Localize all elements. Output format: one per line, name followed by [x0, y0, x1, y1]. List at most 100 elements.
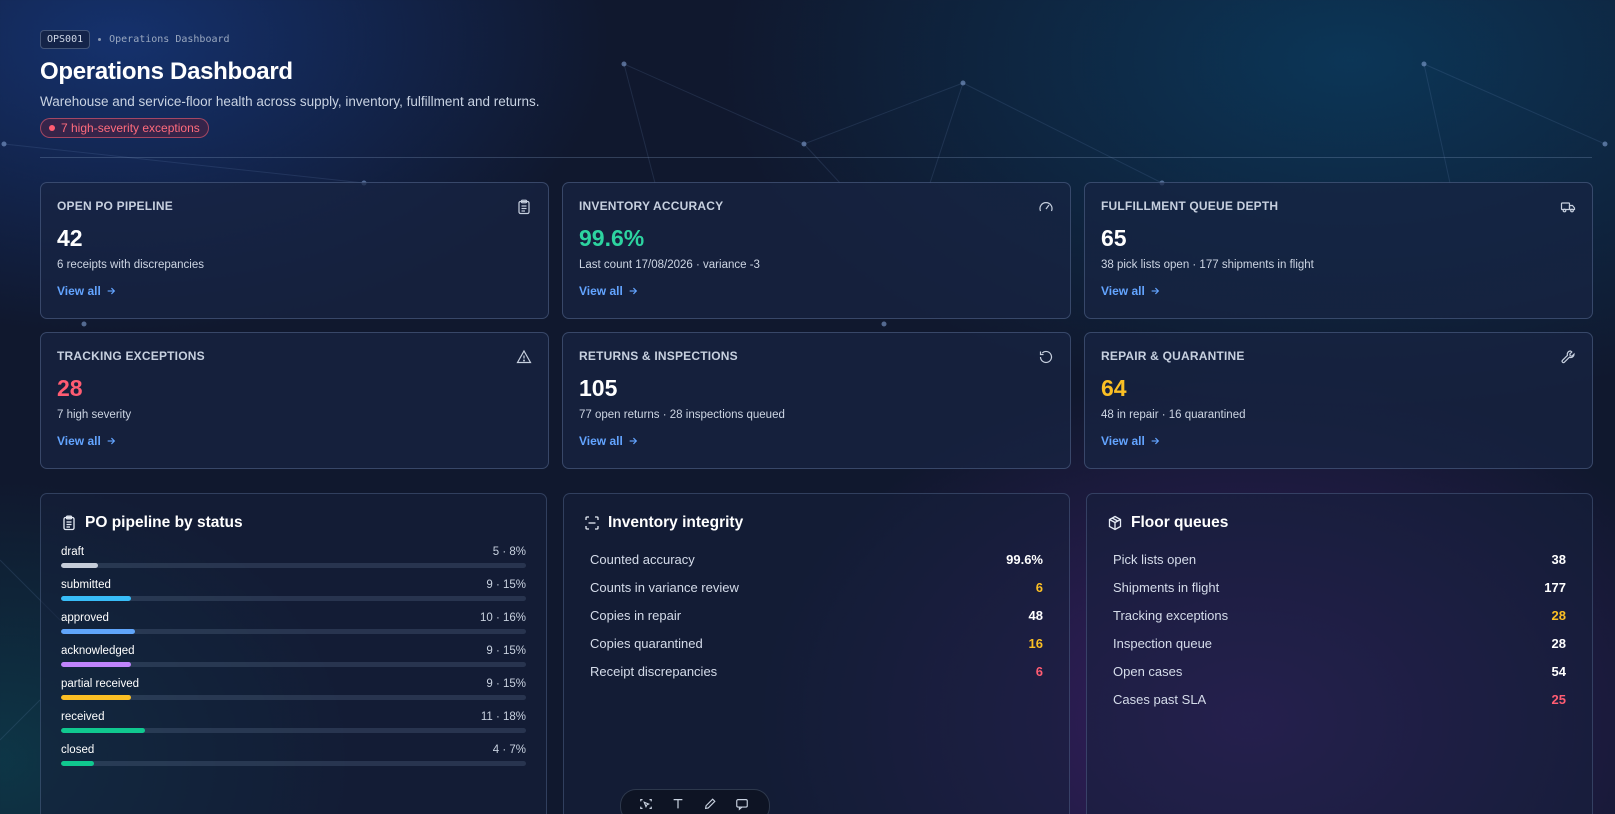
metric-label: Shipments in flight: [1113, 579, 1220, 595]
status-count: 10 · 16%: [479, 612, 526, 624]
metric-value: 28: [1551, 635, 1566, 651]
po-status-row: received 11 · 18%: [61, 711, 526, 733]
header-divider: [40, 157, 1592, 158]
arrow-right-icon: [629, 287, 637, 295]
metric-row: Counts in variance review 6: [590, 573, 1043, 601]
view-all-label: View all: [579, 284, 623, 298]
kpi-value: 99.6%: [579, 225, 645, 251]
view-all-link[interactable]: View all: [1101, 434, 1160, 448]
kpi-subtext: 77 open returns · 28 inspections queued: [579, 409, 785, 421]
status-bar-fill: [61, 629, 136, 634]
view-all-link[interactable]: View all: [1101, 284, 1160, 298]
status-bar-track: [61, 695, 526, 700]
clipboard-icon: [63, 515, 75, 531]
metric-row: Receipt discrepancies 6: [590, 657, 1043, 685]
kpi-subtext: 48 in repair · 16 quarantined: [1101, 409, 1246, 421]
status-bar-fill: [61, 596, 131, 601]
metric-value: 6: [1035, 579, 1043, 595]
arrow-right-icon: [107, 437, 115, 445]
crumb-separator: [98, 37, 102, 41]
view-all-label: View all: [57, 284, 101, 298]
metric-row: Copies quarantined 16: [590, 629, 1043, 657]
metric-value: 16: [1028, 635, 1043, 651]
exceptions-alert-badge[interactable]: 7 high-severity exceptions: [40, 118, 209, 138]
status-bar-fill: [61, 695, 131, 700]
kpi-value: 105: [579, 375, 618, 401]
view-all-label: View all: [579, 434, 623, 448]
alert-label: 7 high-severity exceptions: [61, 121, 200, 135]
status-bar-track: [61, 761, 526, 766]
alert-dot-icon: [49, 125, 55, 131]
kpi-label: REPAIR & QUARANTINE: [1101, 349, 1245, 363]
comment-icon[interactable]: [735, 797, 751, 813]
status-bar-track: [61, 629, 526, 634]
metric-row: Counted accuracy 99.6%: [590, 545, 1043, 573]
view-all-link[interactable]: View all: [579, 434, 638, 448]
truck-icon: [1560, 199, 1576, 215]
metric-label: Pick lists open: [1113, 551, 1197, 567]
status-bar-track: [61, 596, 526, 601]
metric-label: Cases past SLA: [1113, 691, 1207, 707]
scan-icon: [585, 516, 599, 530]
kpi-subtext: 38 pick lists open · 177 shipments in fl…: [1101, 259, 1314, 271]
kpi-label: TRACKING EXCEPTIONS: [57, 349, 205, 363]
arrow-right-icon: [1151, 287, 1159, 295]
status-count: 4 · 7%: [492, 744, 526, 756]
breadcrumb-label: Operations Dashboard: [109, 33, 230, 45]
kpi-subtext: Last count 17/08/2026 · variance -3: [579, 259, 760, 271]
select-icon[interactable]: [639, 797, 655, 813]
view-all-link[interactable]: View all: [57, 284, 116, 298]
view-all-link[interactable]: View all: [579, 284, 638, 298]
kpi-subtext: 7 high severity: [57, 409, 132, 421]
po-status-row: approved 10 · 16%: [61, 612, 526, 634]
metric-row: Tracking exceptions 28: [1113, 601, 1566, 629]
arrow-right-icon: [629, 437, 637, 445]
text-icon[interactable]: [671, 797, 687, 813]
metric-value: 38: [1551, 551, 1566, 567]
pen-icon[interactable]: [703, 797, 719, 813]
metric-label: Inspection queue: [1113, 635, 1213, 651]
metric-label: Copies in repair: [590, 607, 682, 623]
kpi-value: 65: [1101, 225, 1127, 251]
gauge-icon: [1038, 199, 1054, 215]
kpi-label: INVENTORY ACCURACY: [579, 199, 724, 213]
kpi-value: 28: [57, 375, 83, 401]
kpi-label: RETURNS & INSPECTIONS: [579, 349, 738, 363]
inventory-integrity-panel: Inventory integrity Counted accuracy 99.6…: [563, 493, 1070, 814]
status-count: 9 · 15%: [486, 579, 526, 591]
metric-value: 177: [1544, 579, 1566, 595]
po-status-list: draft 5 · 8% submitted 9 · 15% approved 10 · …: [61, 546, 526, 766]
kpi-card: TRACKING EXCEPTIONS 28 7 high severity View…: [40, 332, 549, 469]
status-count: 9 · 15%: [486, 645, 526, 657]
annotation-toolbar: [620, 789, 770, 814]
status-name: draft: [61, 546, 85, 558]
kpi-card: INVENTORY ACCURACY 99.6% Last count 17/08/…: [562, 182, 1071, 319]
panel-title: PO pipeline by status: [85, 514, 243, 531]
kpi-card: REPAIR & QUARANTINE 64 48 in repair · 16 q…: [1084, 332, 1593, 469]
view-all-link[interactable]: View all: [57, 434, 116, 448]
page-subtitle: Warehouse and service-floor health acros…: [40, 94, 540, 109]
view-all-label: View all: [1101, 434, 1145, 448]
metric-row: Copies in repair 48: [590, 601, 1043, 629]
metric-row: Pick lists open 38: [1113, 545, 1566, 573]
po-status-row: partial received 9 · 15%: [61, 678, 526, 700]
floor-queues-panel: Floor queues Pick lists open 38 Shipments …: [1086, 493, 1593, 814]
rotate-icon: [1038, 349, 1054, 365]
po-status-row: acknowledged 9 · 15%: [61, 645, 526, 667]
panel-title: Inventory integrity: [608, 514, 744, 531]
status-name: acknowledged: [61, 645, 135, 657]
dashboard: OPS001 Operations Dashboard Operations D…: [40, 28, 1593, 814]
wrench-icon: [1560, 349, 1576, 365]
warning-icon: [516, 349, 532, 365]
panel-grid: PO pipeline by status draft 5 · 8% submitt…: [40, 493, 1593, 814]
package-icon: [1108, 515, 1122, 531]
metric-label: Tracking exceptions: [1113, 607, 1229, 623]
metric-value: 54: [1551, 663, 1566, 679]
kpi-label: OPEN PO PIPELINE: [57, 199, 173, 213]
floor-queues-list: Pick lists open 38 Shipments in flight 177 T…: [1107, 545, 1572, 713]
kpi-subtext: 6 receipts with discrepancies: [57, 259, 205, 271]
metric-row: Inspection queue 28: [1113, 629, 1566, 657]
status-bar-track: [61, 728, 526, 733]
status-bar-fill: [61, 563, 99, 568]
status-bar-fill: [61, 662, 131, 667]
